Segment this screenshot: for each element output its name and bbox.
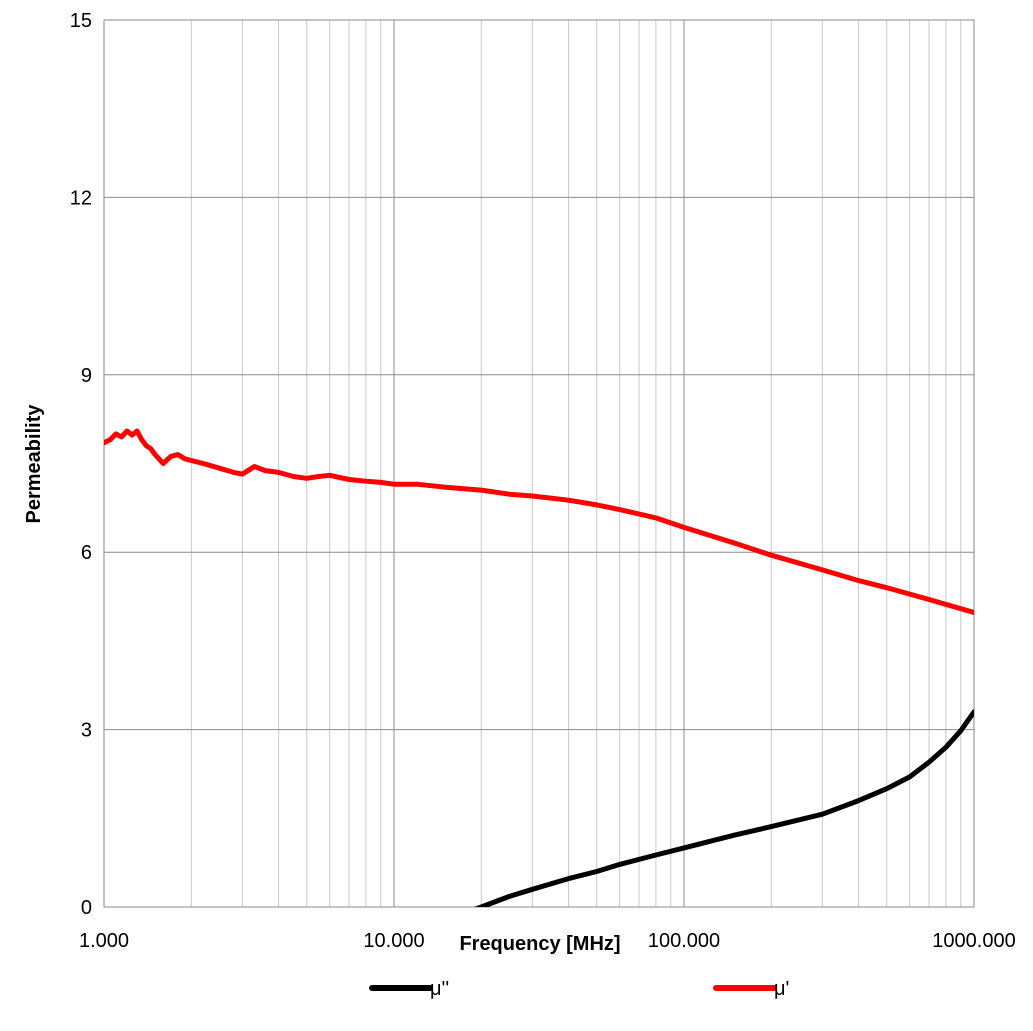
- legend-label-mu-prime: μ': [774, 978, 789, 1000]
- x-tick-label: 10.000: [363, 930, 424, 952]
- x-tick-label: 100.000: [648, 930, 720, 952]
- x-tick-labels: 1.000 10.000 100.000 1000.000: [79, 930, 1016, 952]
- legend-item-mu-prime: μ': [713, 978, 789, 1000]
- y-tick-label: 15: [70, 10, 92, 32]
- x-axis-title: Frequency [MHz]: [459, 933, 620, 955]
- series-layer: [104, 428, 974, 907]
- y-tick-label: 9: [81, 365, 92, 387]
- y-tick-labels: 0 3 6 9 12 15: [70, 10, 92, 919]
- y-tick-label: 12: [70, 187, 92, 209]
- series-mu-double-prime-line: [473, 709, 974, 907]
- minor-gridlines: [190, 20, 962, 907]
- series-mu-prime-line: [104, 428, 974, 615]
- y-axis-title: Permeability: [23, 404, 45, 524]
- major-gridlines: [103, 19, 975, 908]
- plot-frame: [103, 19, 975, 908]
- legend-item-mu-double-prime: μ'': [369, 978, 449, 1000]
- legend: μ'' μ': [369, 978, 789, 1000]
- legend-label-mu-double-prime: μ'': [430, 978, 449, 1000]
- y-tick-label: 6: [81, 542, 92, 564]
- y-tick-label: 3: [81, 720, 92, 742]
- y-tick-label: 0: [81, 897, 92, 919]
- x-tick-label: 1.000: [79, 930, 129, 952]
- x-tick-label: 1000.000: [932, 930, 1015, 952]
